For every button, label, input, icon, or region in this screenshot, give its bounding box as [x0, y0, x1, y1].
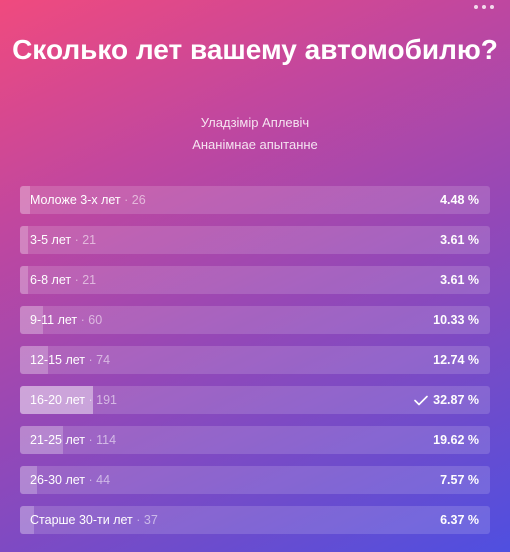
- poll-type: Ананімнае апытанне: [192, 137, 318, 152]
- option-percent: 12.74 %: [433, 353, 479, 367]
- checkmark-icon: [414, 395, 428, 405]
- option-label: 26-30 лет: [30, 473, 85, 487]
- poll-option-selected[interactable]: 16-20 лет · 191 32.87 %: [20, 386, 490, 414]
- option-vote-count: · 74: [88, 353, 111, 367]
- poll-option[interactable]: Моложе 3-х лет · 26 4.48 %: [20, 186, 490, 214]
- poll-option-bar: [20, 346, 49, 374]
- poll-option[interactable]: 26-30 лет · 44 7.57 %: [20, 466, 490, 494]
- option-vote-count: · 26: [124, 193, 146, 207]
- option-percent: 3.61 %: [440, 273, 479, 287]
- poll-title: Сколько лет вашему автомобилю?: [12, 34, 498, 65]
- poll-option-bar: [20, 186, 30, 214]
- poll-option[interactable]: 21-25 лет · 114 19.62 %: [20, 426, 490, 454]
- option-vote-count: · 21: [74, 233, 97, 247]
- option-percent: 3.61 %: [440, 233, 479, 247]
- more-dot-icon: [474, 5, 478, 9]
- option-label: 21-25 лет: [30, 433, 85, 447]
- poll-option[interactable]: 9-11 лет · 60 10.33 %: [20, 306, 490, 334]
- more-dot-icon: [482, 5, 486, 9]
- option-label: 3-5 лет: [30, 233, 72, 247]
- option-percent: 7.57 %: [440, 473, 479, 487]
- poll-option-bar: [20, 306, 43, 334]
- option-label: 6-8 лет: [30, 273, 72, 287]
- option-percent: 19.62 %: [433, 433, 479, 447]
- option-label: Моложе 3-х лет: [30, 193, 121, 207]
- option-vote-count: · 44: [88, 473, 111, 487]
- option-vote-count: · 60: [80, 313, 103, 327]
- poll-option-bar: [20, 226, 28, 254]
- option-label: 9-11 лет: [30, 313, 78, 327]
- poll-options: Моложе 3-х лет · 26 4.48 % 3-5 лет · 21 …: [20, 186, 490, 546]
- poll-option[interactable]: 6-8 лет · 21 3.61 %: [20, 266, 490, 294]
- option-percent: 32.87 %: [433, 393, 479, 407]
- option-vote-count: · 114: [88, 433, 117, 447]
- poll-option-bar: [20, 266, 28, 294]
- option-percent: 4.48 %: [440, 193, 479, 207]
- poll-option[interactable]: 12-15 лет · 74 12.74 %: [20, 346, 490, 374]
- poll-option-bar: [20, 386, 93, 414]
- option-label: 12-15 лет: [30, 353, 85, 367]
- option-vote-count: · 21: [74, 273, 97, 287]
- option-percent: 10.33 %: [433, 313, 479, 327]
- poll-option[interactable]: 3-5 лет · 21 3.61 %: [20, 226, 490, 254]
- option-label: 16-20 лет: [30, 393, 85, 407]
- poll-option-bar: [20, 426, 64, 454]
- poll-author[interactable]: Уладзімір Аплевіч: [200, 115, 310, 130]
- poll-option-bar: [20, 506, 35, 534]
- more-options-button[interactable]: [474, 2, 494, 12]
- more-dot-icon: [490, 5, 494, 9]
- option-vote-count: · 191: [88, 393, 117, 407]
- option-percent: 6.37 %: [440, 513, 479, 527]
- option-label: Старше 30-ти лет: [30, 513, 133, 527]
- option-vote-count: · 37: [136, 513, 158, 527]
- poll-option[interactable]: Старше 30-ти лет · 37 6.37 %: [20, 506, 490, 534]
- poll-option-bar: [20, 466, 37, 494]
